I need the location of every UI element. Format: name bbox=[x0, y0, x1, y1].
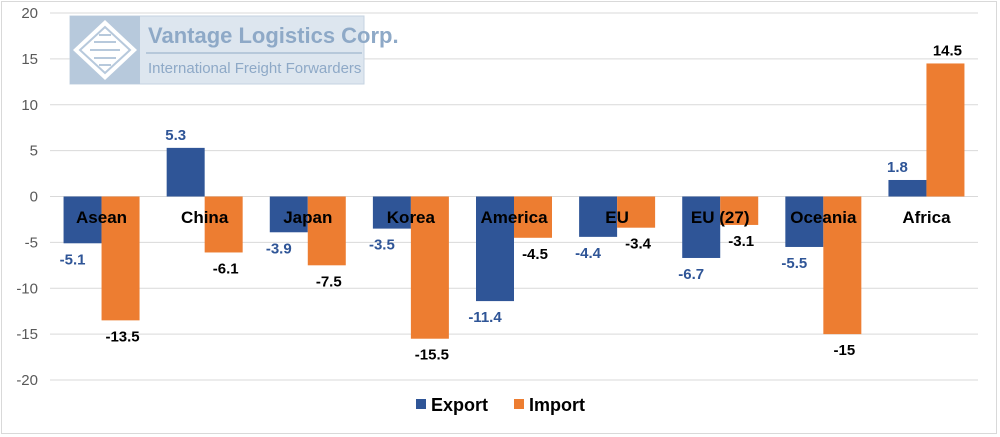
bar-import bbox=[823, 196, 862, 335]
category-label: Asean bbox=[76, 208, 127, 227]
data-label-import: -3.4 bbox=[625, 236, 652, 253]
y-tick-label: -5 bbox=[25, 234, 38, 251]
bar-import bbox=[617, 196, 656, 228]
bar-import bbox=[204, 196, 243, 253]
data-label-export: -11.4 bbox=[468, 309, 502, 326]
y-tick-label: -15 bbox=[16, 326, 38, 343]
bar-export bbox=[888, 179, 927, 197]
data-labels: -5.1 -13.5 5.3 -6.1 -3.9 -7.5 -3.5 -15.5 -11.4 -4… bbox=[60, 42, 962, 363]
bar-export bbox=[579, 196, 618, 237]
diamond-logo-icon bbox=[70, 16, 140, 84]
bar-export bbox=[476, 196, 514, 302]
bar-import bbox=[410, 196, 449, 339]
data-label-export: -5.1 bbox=[60, 251, 86, 268]
bar-export bbox=[785, 196, 824, 247]
category-label: Korea bbox=[387, 208, 436, 227]
y-tick-label: -20 bbox=[16, 372, 38, 389]
legend-swatch-import bbox=[514, 399, 524, 409]
y-tick-label: 0 bbox=[30, 189, 38, 206]
y-tick-label: 5 bbox=[30, 143, 38, 160]
bar-import bbox=[720, 196, 759, 225]
category-label: Oceania bbox=[790, 208, 857, 227]
y-tick-label: 20 bbox=[21, 5, 38, 22]
logo-tagline: International Freight Forwarders bbox=[148, 60, 361, 77]
data-label-import: -13.5 bbox=[105, 328, 139, 345]
category-label: Africa bbox=[902, 208, 951, 227]
bar-export bbox=[166, 147, 205, 197]
bar-export bbox=[372, 196, 411, 229]
category-labels: Asean China Japan Korea America EU EU (27) Ocea… bbox=[76, 208, 951, 227]
y-tick-label: -10 bbox=[16, 280, 38, 297]
data-label-export: -4.4 bbox=[575, 245, 602, 262]
company-logo: Vantage Logistics Corp. International Fr… bbox=[69, 15, 399, 85]
bar-export bbox=[682, 196, 721, 258]
y-tick-label: 15 bbox=[21, 51, 38, 68]
category-label: EU bbox=[605, 208, 629, 227]
bar-import bbox=[514, 196, 552, 238]
data-label-export: 1.8 bbox=[887, 159, 908, 176]
data-label-export: -3.5 bbox=[369, 237, 395, 254]
bar-import bbox=[926, 63, 965, 197]
bar-import bbox=[307, 196, 346, 266]
legend-label-export: Export bbox=[431, 395, 488, 415]
data-label-import: 14.5 bbox=[933, 42, 962, 59]
data-label-export: -5.5 bbox=[781, 255, 807, 272]
legend-swatch-export bbox=[416, 399, 426, 409]
data-label-import: -3.1 bbox=[728, 233, 754, 250]
category-label: EU (27) bbox=[691, 208, 750, 227]
data-label-import: -6.1 bbox=[213, 260, 239, 277]
legend: Export Import bbox=[416, 395, 585, 415]
category-label: America bbox=[480, 208, 548, 227]
bar-export bbox=[63, 196, 102, 244]
bar-import bbox=[101, 196, 140, 321]
y-tick-label: 10 bbox=[21, 97, 38, 114]
data-label-import: -15 bbox=[833, 342, 855, 359]
logo-company-name: Vantage Logistics Corp. bbox=[148, 23, 399, 48]
legend-label-import: Import bbox=[529, 395, 585, 415]
category-label: Japan bbox=[283, 208, 332, 227]
data-label-export: -6.7 bbox=[678, 266, 704, 283]
bar-export bbox=[269, 196, 308, 233]
data-label-import: -4.5 bbox=[522, 246, 548, 263]
data-label-export: -3.9 bbox=[266, 240, 292, 257]
data-label-export: 5.3 bbox=[165, 127, 186, 144]
data-label-import: -7.5 bbox=[316, 273, 342, 290]
category-label: China bbox=[181, 208, 229, 227]
bars bbox=[63, 63, 965, 339]
data-label-import: -15.5 bbox=[415, 347, 449, 364]
y-axis-ticks: 20 15 10 5 0 -5 -10 -15 -20 bbox=[16, 5, 38, 389]
